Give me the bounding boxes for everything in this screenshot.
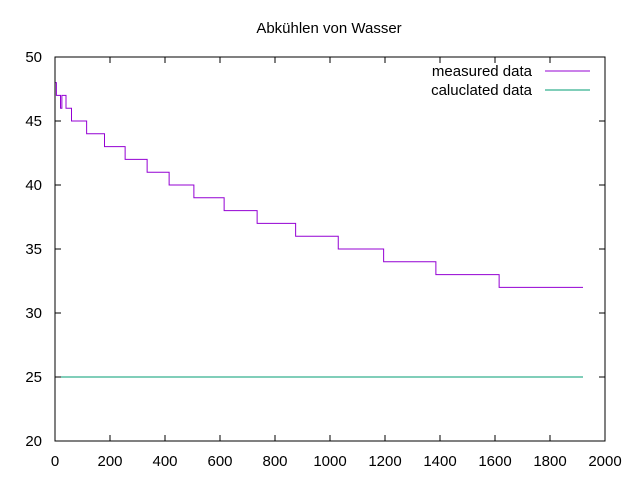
legend-label-measured: measured data bbox=[432, 63, 533, 80]
y-tick-label: 40 bbox=[25, 177, 42, 194]
x-tick-label: 200 bbox=[97, 453, 122, 470]
y-tick-label: 50 bbox=[25, 49, 42, 66]
series-layer bbox=[55, 82, 583, 378]
y-tick-label: 30 bbox=[25, 305, 42, 322]
legend-label-calculated: caluclated data bbox=[431, 82, 533, 99]
series-line-measured bbox=[55, 82, 583, 288]
x-tick-label: 800 bbox=[262, 453, 287, 470]
x-tick-label: 400 bbox=[152, 453, 177, 470]
x-tick-label: 2000 bbox=[588, 453, 621, 470]
x-tick-label: 1600 bbox=[478, 453, 511, 470]
x-tick-label: 0 bbox=[51, 453, 59, 470]
y-tick-label: 20 bbox=[25, 433, 42, 450]
y-tick-label: 25 bbox=[25, 369, 42, 386]
x-tick-label: 1000 bbox=[313, 453, 346, 470]
y-tick-label: 35 bbox=[25, 241, 42, 258]
x-tick-label: 1800 bbox=[533, 453, 566, 470]
legend: measured data caluclated data bbox=[431, 63, 590, 99]
y-axis: 20 25 30 35 40 45 50 bbox=[25, 49, 605, 450]
x-tick-label: 1200 bbox=[368, 453, 401, 470]
y-tick-label: 45 bbox=[25, 113, 42, 130]
x-tick-label: 600 bbox=[207, 453, 232, 470]
x-axis: 0 200 400 600 800 1000 1200 1400 1600 1800 2000 bbox=[51, 57, 622, 470]
x-tick-label: 1400 bbox=[423, 453, 456, 470]
chart-title: Abkühlen von Wasser bbox=[256, 20, 401, 37]
plot-frame bbox=[54, 56, 606, 442]
